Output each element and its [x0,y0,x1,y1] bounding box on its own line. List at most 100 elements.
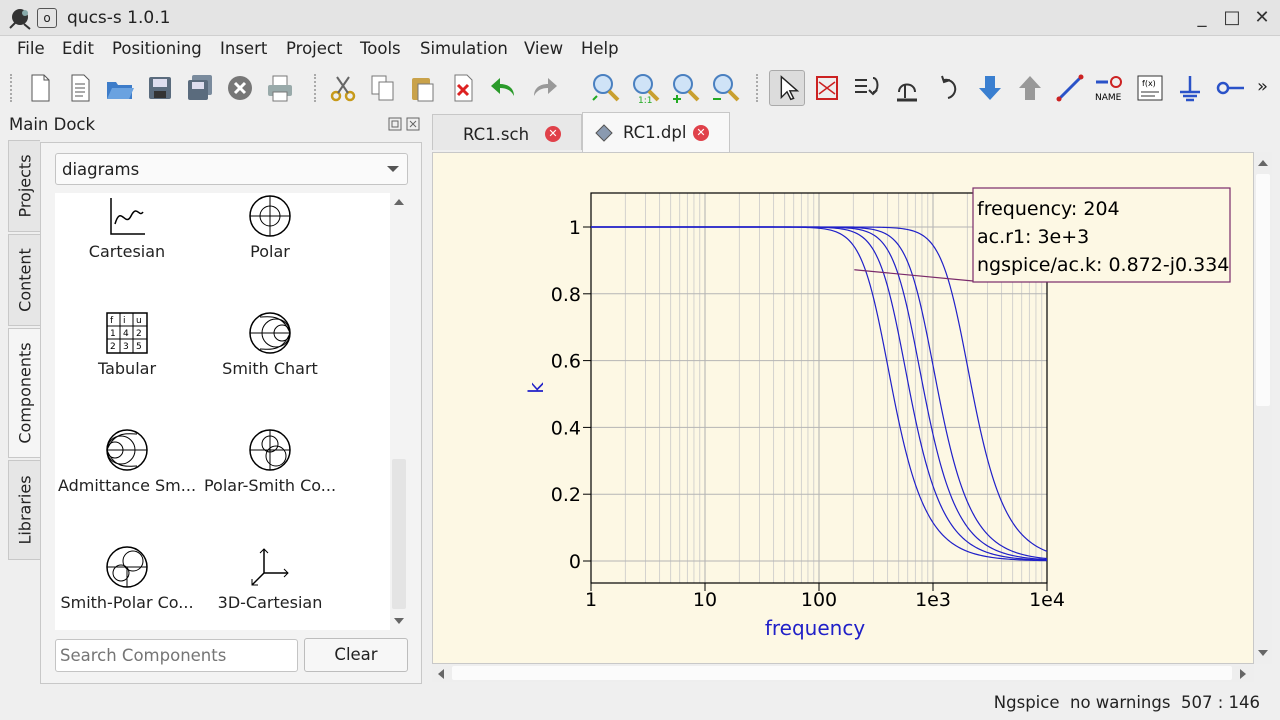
open-icon[interactable] [104,72,136,104]
tab-projects-label: Projects [15,154,34,218]
insert-port-icon[interactable] [934,72,966,104]
y-tick-label: 1 [569,217,581,239]
tabular-icon[interactable]: f i u 1 4 2 2 3 5 [105,311,149,355]
wire-icon[interactable] [1054,72,1086,104]
scrollbar-thumb[interactable] [1256,174,1270,406]
polar-icon[interactable] [248,194,292,238]
mirror-y-icon[interactable] [851,72,883,104]
toolbar-grip[interactable] [314,74,318,102]
horizontal-scrollbar[interactable] [432,664,1254,682]
marker-text: frequency: 204 [977,198,1120,220]
svg-text:1: 1 [110,329,116,339]
3d-cartesian-icon[interactable] [248,545,292,589]
svg-text:4: 4 [123,329,129,339]
dock-float-icon[interactable] [388,117,402,131]
vertical-scrollbar[interactable] [1254,152,1272,664]
scrollbar-thumb[interactable] [452,666,1232,680]
search-components-input[interactable] [55,639,298,672]
menu-view[interactable]: View [524,39,564,58]
save-icon[interactable] [144,72,176,104]
menu-help[interactable]: Help [581,39,619,58]
zoom-in-icon[interactable] [670,72,702,104]
cut-icon[interactable] [327,72,359,104]
tab-rc1-dpl[interactable]: RC1.dpl ✕ [582,112,730,152]
mirror-x-icon[interactable] [811,72,843,104]
close-tab-icon[interactable]: ✕ [545,126,561,142]
scroll-down-icon[interactable] [1257,648,1269,658]
close-window-button[interactable]: ✕ [1254,7,1270,28]
new-text-icon[interactable] [64,72,96,104]
menu-simulation[interactable]: Simulation [420,39,508,58]
scrollbar-thumb[interactable] [392,459,406,609]
scroll-left-icon[interactable] [436,668,446,680]
x-tick-label: 1e3 [915,589,951,611]
tab-rc1-sch-label: RC1.sch [463,125,530,144]
zoom-selection-icon[interactable]: 1:1 [630,72,662,104]
cartesian-diagram[interactable]: 1 10 100 1e3 1e4 0 0.2 0.4 0.6 0.8 1 frequency k freq… [433,153,1253,663]
delete-icon[interactable] [447,72,479,104]
cartesian-icon[interactable] [105,194,149,238]
component-category-select[interactable]: diagrams [55,153,408,185]
zoom-out-icon[interactable] [710,72,742,104]
toolbar-overflow-icon[interactable]: » [1257,76,1269,97]
scroll-down-icon[interactable] [393,616,405,626]
tab-rc1-sch[interactable]: RC1.sch ✕ [432,114,582,150]
y-tick-label: 0.6 [551,351,581,373]
dock-close-icon[interactable] [406,117,420,131]
component-label: 3D-Cartesian [217,593,323,612]
redo-icon[interactable] [528,72,560,104]
smith-polar-icon[interactable] [105,545,149,589]
y-tick-label: 0.2 [551,484,581,506]
equation-icon[interactable]: f(x) [1134,72,1166,104]
scroll-right-icon[interactable] [1238,668,1248,680]
component-list [55,193,408,630]
port-icon[interactable] [1214,72,1246,104]
tab-content-label: Content [15,248,34,312]
close-tab-icon[interactable]: ✕ [693,125,709,141]
smith-chart-icon[interactable] [248,311,292,355]
component-list-scrollbar[interactable] [390,193,408,630]
clear-button[interactable]: Clear [304,638,408,672]
scroll-up-icon[interactable] [1257,158,1269,168]
label-icon[interactable]: NAME [1094,72,1126,104]
select-icon[interactable] [769,70,805,106]
window-menu-button[interactable]: o [37,8,57,28]
svg-text:1:1: 1:1 [638,96,652,104]
copy-icon[interactable] [367,72,399,104]
zoom-fit-icon[interactable] [590,72,622,104]
maximize-button[interactable]: □ [1223,7,1241,28]
paste-icon[interactable] [407,72,439,104]
menu-file[interactable]: File [17,39,45,58]
menu-tools[interactable]: Tools [360,39,401,58]
tab-components[interactable]: Components [8,328,40,458]
print-icon[interactable] [264,72,296,104]
svg-text:5: 5 [136,342,142,352]
undo-icon[interactable] [488,72,520,104]
new-file-icon[interactable] [24,72,56,104]
tab-libraries[interactable]: Libraries [8,460,40,560]
schematic-canvas[interactable]: 1 10 100 1e3 1e4 0 0.2 0.4 0.6 0.8 1 frequency k freq… [432,152,1254,664]
chevron-down-icon [387,166,399,172]
admittance-smith-icon[interactable] [105,428,149,472]
toolbar-grip[interactable] [756,74,760,102]
tab-projects[interactable]: Projects [8,140,40,232]
go-into-icon[interactable] [1014,72,1046,104]
tab-content[interactable]: Content [8,234,40,326]
menu-positioning[interactable]: Positioning [112,39,202,58]
svg-text:f: f [110,316,114,326]
menu-insert[interactable]: Insert [220,39,268,58]
menu-project[interactable]: Project [286,39,343,58]
marker-leader [854,269,974,282]
deactivate-icon[interactable] [974,72,1006,104]
scroll-up-icon[interactable] [393,197,405,207]
close-doc-icon[interactable] [224,72,256,104]
minimize-button[interactable]: _ [1197,7,1207,28]
svg-text:i: i [123,316,126,326]
save-all-icon[interactable] [184,72,216,104]
rotate-icon[interactable] [891,72,923,104]
ground-icon[interactable] [1174,72,1206,104]
x-tick-label: 100 [801,589,837,611]
toolbar-grip[interactable] [10,74,14,102]
menu-edit[interactable]: Edit [62,39,94,58]
polar-smith-icon[interactable] [248,428,292,472]
